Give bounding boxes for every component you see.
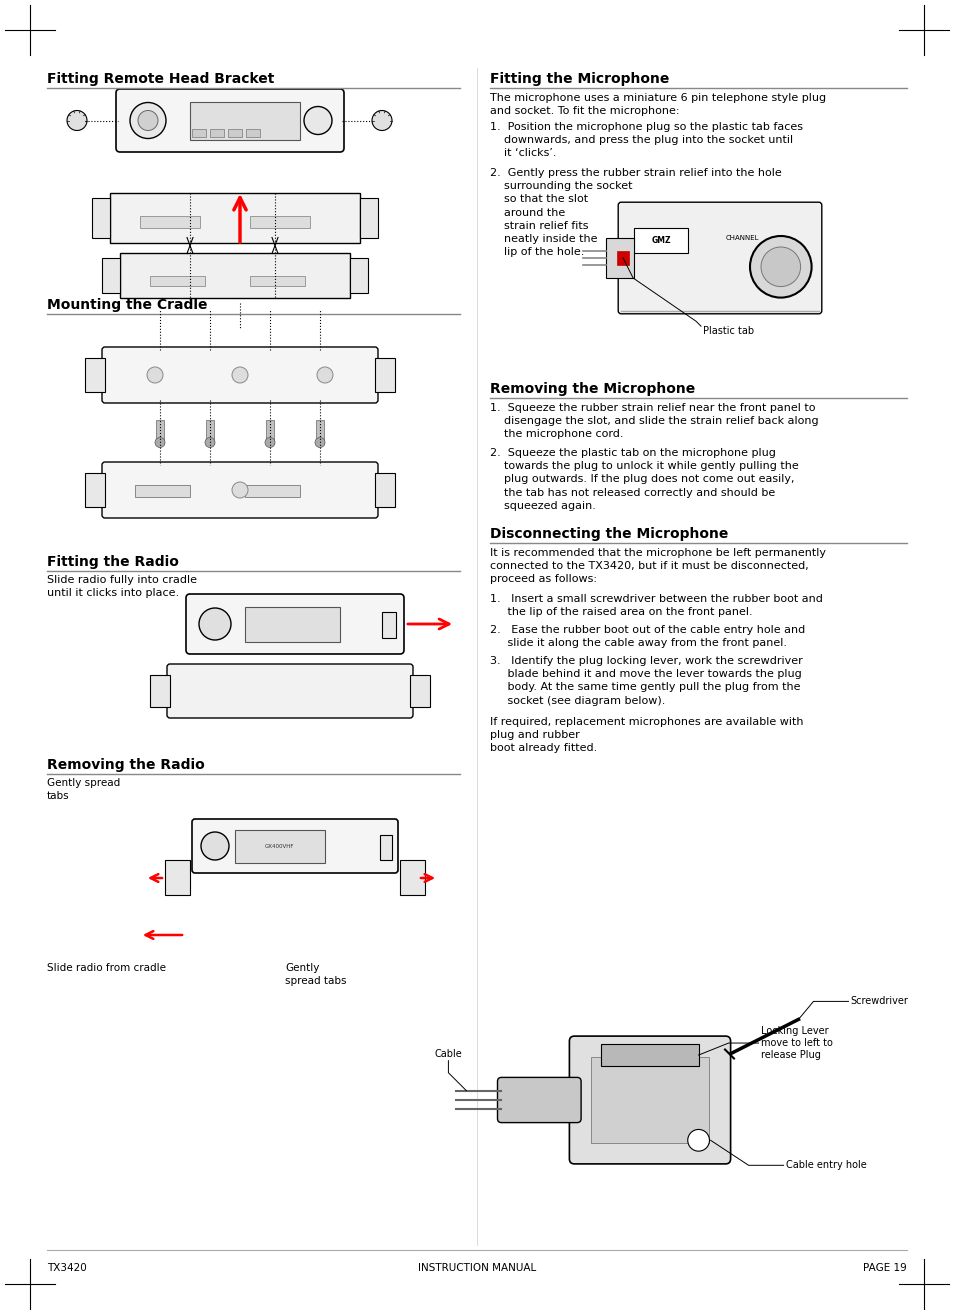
FancyBboxPatch shape	[192, 819, 397, 872]
Circle shape	[749, 237, 811, 297]
Text: 1.  Squeeze the rubber strain relief near the front panel to
    disengage the s: 1. Squeeze the rubber strain relief near…	[490, 403, 818, 439]
Circle shape	[265, 438, 274, 448]
Text: The microphone uses a miniature 6 pin telephone style plug
and socket. To fit th: The microphone uses a miniature 6 pin te…	[490, 93, 825, 116]
Bar	[110, 193, 359, 243]
Circle shape	[154, 438, 165, 448]
Bar	[617, 251, 628, 264]
Text: Plastic tab: Plastic tab	[702, 326, 753, 336]
Circle shape	[67, 110, 87, 130]
Text: GX400VHF: GX400VHF	[265, 845, 294, 849]
Text: Cable entry hole: Cable entry hole	[784, 1160, 865, 1171]
Bar	[156, 420, 164, 444]
Text: Locking Lever
move to left to
release Plug: Locking Lever move to left to release Pl…	[760, 1026, 832, 1060]
Text: Removing the Microphone: Removing the Microphone	[490, 382, 695, 396]
FancyBboxPatch shape	[116, 89, 344, 152]
Bar	[150, 276, 205, 286]
Bar	[250, 215, 310, 229]
Bar	[250, 276, 305, 286]
Circle shape	[316, 367, 333, 382]
Bar	[190, 102, 299, 141]
Bar	[210, 129, 224, 137]
Text: 2.  Gently press the rubber strain relief into the hole
    surrounding the sock: 2. Gently press the rubber strain relief…	[490, 168, 781, 258]
Circle shape	[205, 438, 214, 448]
Text: It is recommended that the microphone be left permanently
connected to the TX342: It is recommended that the microphone be…	[490, 548, 825, 585]
Circle shape	[372, 110, 392, 130]
Bar	[91, 198, 110, 238]
Bar	[590, 1056, 709, 1143]
Bar	[206, 420, 213, 444]
Bar	[381, 612, 395, 639]
Text: Fitting the Microphone: Fitting the Microphone	[490, 72, 669, 85]
Text: 2.  Squeeze the plastic tab on the microphone plug
    towards the plug to unloc: 2. Squeeze the plastic tab on the microp…	[490, 448, 798, 511]
Circle shape	[201, 832, 229, 859]
FancyBboxPatch shape	[186, 594, 403, 654]
Bar	[245, 607, 339, 643]
Text: Mounting the Cradle: Mounting the Cradle	[47, 298, 208, 311]
Text: Fitting the Radio: Fitting the Radio	[47, 555, 179, 569]
FancyBboxPatch shape	[167, 664, 413, 717]
Text: TX3420: TX3420	[47, 1263, 87, 1273]
Bar	[410, 675, 430, 707]
Bar	[165, 859, 190, 895]
FancyBboxPatch shape	[102, 463, 377, 518]
Bar	[315, 420, 324, 444]
Text: CHANNEL: CHANNEL	[725, 235, 759, 242]
Bar	[150, 675, 170, 707]
FancyBboxPatch shape	[497, 1077, 580, 1122]
Bar	[120, 254, 350, 298]
Bar	[245, 485, 299, 497]
Text: INSTRUCTION MANUAL: INSTRUCTION MANUAL	[417, 1263, 536, 1273]
Bar	[228, 129, 242, 137]
Bar	[192, 129, 206, 137]
Bar	[600, 1045, 698, 1066]
Bar	[266, 420, 274, 444]
Text: Slide radio from cradle: Slide radio from cradle	[47, 963, 166, 972]
Bar	[234, 830, 325, 863]
Circle shape	[199, 608, 231, 640]
Bar	[246, 129, 260, 137]
FancyBboxPatch shape	[569, 1037, 730, 1164]
Circle shape	[138, 110, 158, 130]
Bar	[102, 258, 120, 293]
Bar	[375, 473, 395, 507]
FancyBboxPatch shape	[102, 347, 377, 403]
Circle shape	[147, 367, 163, 382]
Circle shape	[314, 438, 325, 448]
Circle shape	[232, 482, 248, 498]
Bar	[140, 215, 200, 229]
Bar	[85, 473, 105, 507]
Circle shape	[232, 367, 248, 382]
Bar	[135, 485, 190, 497]
Text: Disconnecting the Microphone: Disconnecting the Microphone	[490, 527, 727, 541]
Text: 2.   Ease the rubber boot out of the cable entry hole and
     slide it along th: 2. Ease the rubber boot out of the cable…	[490, 625, 804, 648]
Circle shape	[760, 247, 800, 286]
Text: 1.   Insert a small screwdriver between the rubber boot and
     the lip of the : 1. Insert a small screwdriver between th…	[490, 594, 822, 618]
Text: 1.  Position the microphone plug so the plastic tab faces
    downwards, and pre: 1. Position the microphone plug so the p…	[490, 122, 802, 159]
Bar	[399, 859, 424, 895]
Bar	[350, 258, 368, 293]
Bar	[605, 238, 634, 277]
Text: 3.   Identify the plug locking lever, work the screwdriver
     blade behind it : 3. Identify the plug locking lever, work…	[490, 656, 801, 706]
Text: Slide radio fully into cradle
until it clicks into place.: Slide radio fully into cradle until it c…	[47, 576, 196, 598]
Text: Fitting Remote Head Bracket: Fitting Remote Head Bracket	[47, 72, 274, 85]
Bar	[375, 357, 395, 392]
Text: Removing the Radio: Removing the Radio	[47, 758, 205, 773]
Text: GMZ: GMZ	[651, 237, 670, 244]
Text: Screwdriver: Screwdriver	[850, 996, 907, 1007]
Bar	[85, 357, 105, 392]
Bar	[359, 198, 377, 238]
Text: Gently spread
tabs: Gently spread tabs	[47, 778, 120, 802]
Text: Gently
spread tabs: Gently spread tabs	[285, 963, 346, 987]
Circle shape	[304, 106, 332, 134]
Text: PAGE 19: PAGE 19	[862, 1263, 906, 1273]
Text: If required, replacement microphones are available with
plug and rubber
boot alr: If required, replacement microphones are…	[490, 717, 802, 753]
FancyBboxPatch shape	[618, 202, 821, 314]
Bar	[379, 834, 392, 859]
Bar	[634, 229, 687, 252]
Circle shape	[687, 1130, 709, 1151]
Text: Cable: Cable	[434, 1049, 462, 1059]
Circle shape	[130, 102, 166, 138]
